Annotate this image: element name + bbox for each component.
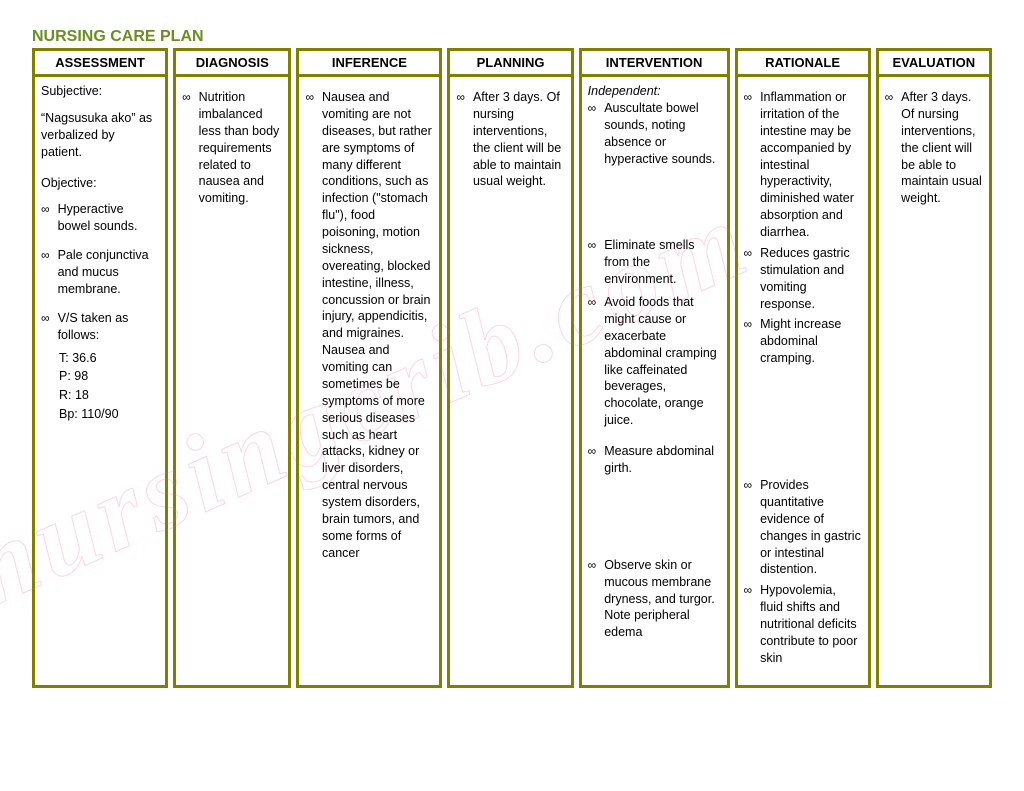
page-title: NURSING CARE PLAN xyxy=(32,28,992,46)
column-rationale: RATIONALE Inflammation or irritation of … xyxy=(735,48,871,688)
vital-t: T: 36.6 xyxy=(59,350,159,367)
vital-bp: Bp: 110/90 xyxy=(59,406,159,423)
list-item: Eliminate smells from the environment. xyxy=(588,237,721,288)
body-planning: After 3 days. Of nursing interventions, … xyxy=(450,77,570,685)
diagnosis-list: Nutrition imbalanced less than body requ… xyxy=(182,89,282,207)
body-inference: Nausea and vomiting are not diseases, bu… xyxy=(299,77,439,685)
objective-label: Objective: xyxy=(41,175,159,192)
subjective-quote: “Nagsusuka ako” as verbalized by patient… xyxy=(41,110,159,161)
planning-list: After 3 days. Of nursing interventions, … xyxy=(456,89,564,190)
body-rationale: Inflammation or irritation of the intest… xyxy=(738,77,868,685)
list-item: After 3 days. Of nursing interventions, … xyxy=(885,89,983,207)
column-assessment: ASSESSMENT Subjective: “Nagsusuka ako” a… xyxy=(32,48,168,688)
vital-p: P: 98 xyxy=(59,368,159,385)
vitals-block: T: 36.6 P: 98 R: 18 Bp: 110/90 xyxy=(59,350,159,424)
header-rationale: RATIONALE xyxy=(738,51,868,77)
list-item: V/S taken as follows: xyxy=(41,310,159,344)
list-item: Observe skin or mucous membrane dryness,… xyxy=(588,557,721,641)
list-item: Hyperactive bowel sounds. xyxy=(41,201,159,235)
vital-r: R: 18 xyxy=(59,387,159,404)
body-evaluation: After 3 days. Of nursing interventions, … xyxy=(879,77,989,685)
list-item: Hypovolemia, fluid shifts and nutritiona… xyxy=(744,582,862,666)
column-planning: PLANNING After 3 days. Of nursing interv… xyxy=(447,48,573,688)
subjective-label: Subjective: xyxy=(41,83,159,100)
header-assessment: ASSESSMENT xyxy=(35,51,165,77)
header-intervention: INTERVENTION xyxy=(582,51,727,77)
list-item: Reduces gastric stimulation and vomiting… xyxy=(744,245,862,313)
evaluation-list: After 3 days. Of nursing interventions, … xyxy=(885,89,983,207)
list-item: Provides quantitative evidence of change… xyxy=(744,477,862,578)
inference-list: Nausea and vomiting are not diseases, bu… xyxy=(305,89,433,562)
body-diagnosis: Nutrition imbalanced less than body requ… xyxy=(176,77,288,685)
objective-list: Hyperactive bowel sounds. Pale conjuncti… xyxy=(41,201,159,343)
list-item: Inflammation or irritation of the intest… xyxy=(744,89,862,241)
body-assessment: Subjective: “Nagsusuka ako” as verbalize… xyxy=(35,77,165,685)
list-item: Auscultate bowel sounds, noting absence … xyxy=(588,100,721,168)
column-diagnosis: DIAGNOSIS Nutrition imbalanced less than… xyxy=(173,48,291,688)
care-plan-table: ASSESSMENT Subjective: “Nagsusuka ako” a… xyxy=(32,48,992,688)
intervention-list: Auscultate bowel sounds, noting absence … xyxy=(588,100,721,641)
list-item: Pale conjunctiva and mucus membrane. xyxy=(41,247,159,298)
column-evaluation: EVALUATION After 3 days. Of nursing inte… xyxy=(876,48,992,688)
list-item: Avoid foods that might cause or exacerba… xyxy=(588,294,721,429)
body-intervention: Independent: Auscultate bowel sounds, no… xyxy=(582,77,727,685)
header-diagnosis: DIAGNOSIS xyxy=(176,51,288,77)
column-inference: INFERENCE Nausea and vomiting are not di… xyxy=(296,48,442,688)
header-inference: INFERENCE xyxy=(299,51,439,77)
list-item: Measure abdominal girth. xyxy=(588,443,721,477)
list-item: Might increase abdominal cramping. xyxy=(744,316,862,367)
rationale-list: Inflammation or irritation of the intest… xyxy=(744,89,862,667)
header-evaluation: EVALUATION xyxy=(879,51,989,77)
header-planning: PLANNING xyxy=(450,51,570,77)
list-item: After 3 days. Of nursing interventions, … xyxy=(456,89,564,190)
list-item: Nausea and vomiting are not diseases, bu… xyxy=(305,89,433,562)
independent-label: Independent: xyxy=(588,83,721,100)
list-item: Nutrition imbalanced less than body requ… xyxy=(182,89,282,207)
column-intervention: INTERVENTION Independent: Auscultate bow… xyxy=(579,48,730,688)
